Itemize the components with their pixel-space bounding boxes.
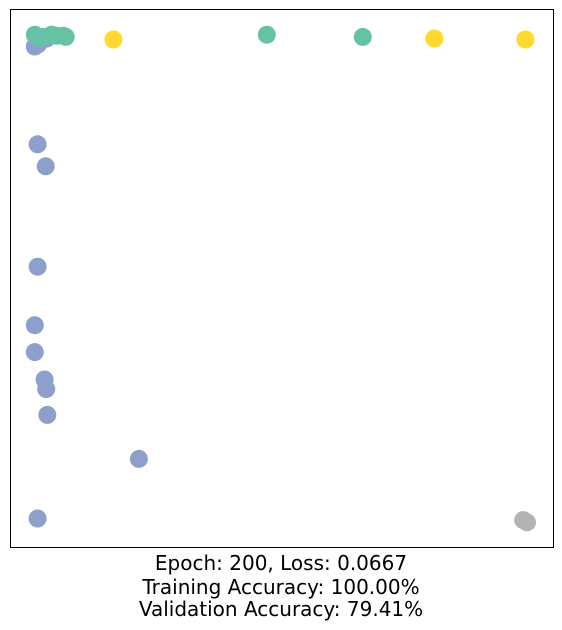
points-layer	[25, 25, 536, 532]
scatter-point-1-6	[56, 27, 75, 46]
scatter-point-0-4	[36, 157, 55, 176]
caption-epoch-loss: Epoch: 200, Loss: 0.0667	[154, 551, 408, 575]
scatter-point-1-7	[257, 25, 276, 44]
scatter-point-0-6	[25, 316, 44, 335]
scatter-point-3-1	[518, 513, 536, 532]
scatter-point-0-11	[129, 449, 148, 468]
scatter-point-2-2	[516, 30, 535, 49]
scatter-point-0-5	[28, 257, 47, 276]
scatter-point-0-7	[25, 343, 44, 362]
caption-validation-accuracy: Validation Accuracy: 79.41%	[138, 597, 424, 621]
scatter-point-0-9	[37, 380, 56, 399]
scatter-point-0-3	[28, 135, 47, 154]
axes-frame	[10, 9, 554, 548]
scatter-point-2-1	[425, 29, 444, 48]
caption-training-accuracy: Training Accuracy: 100.00%	[142, 575, 420, 599]
scatter-point-0-12	[28, 509, 47, 528]
scatter-point-1-8	[353, 27, 372, 46]
scatter-point-2-0	[104, 30, 123, 49]
scatter-point-0-10	[38, 405, 57, 424]
